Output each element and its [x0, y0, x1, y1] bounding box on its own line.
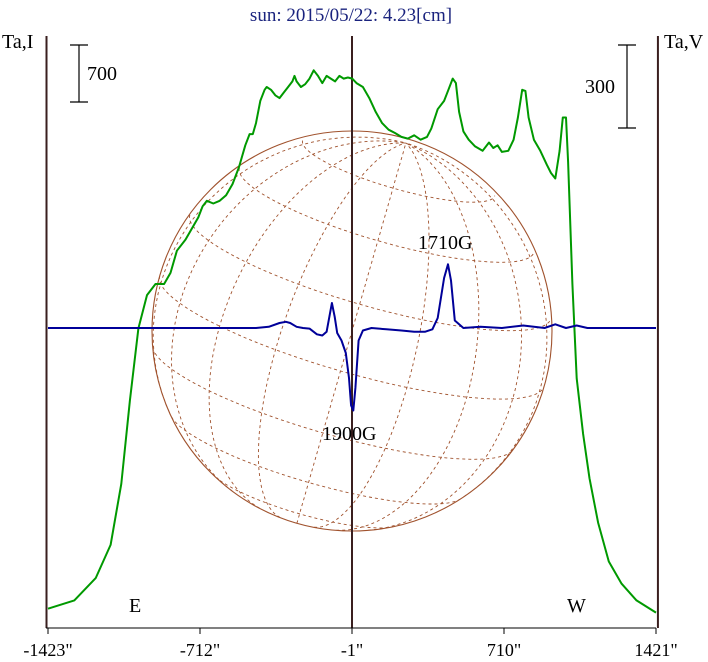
x-axis: -1423" -712" -1" 710" 1421" [23, 627, 678, 660]
x-tick-label: -1" [341, 640, 363, 660]
latitude-line [238, 167, 535, 263]
left-axis-label: Ta,I [2, 31, 33, 53]
annotation-1900g: 1900G [322, 423, 376, 445]
longitude-line [368, 142, 523, 531]
series-polarization-line [48, 263, 656, 412]
series-group [47, 69, 657, 614]
longitude-line [314, 142, 430, 528]
longitude-line [257, 142, 407, 518]
limb-and-center-lines [45, 36, 659, 628]
longitude-line [208, 142, 406, 509]
right-scale-label: 300 [585, 76, 615, 98]
latitude-line [152, 347, 513, 460]
series-intensity-line [47, 69, 657, 614]
x-tick-label: -1423" [23, 640, 72, 660]
west-limb-label: W [567, 595, 586, 617]
disk-grid-lines [152, 136, 552, 531]
left-scale-bar [70, 44, 88, 103]
annotation-1710g: 1710G [418, 232, 472, 254]
latitude-line [301, 140, 496, 203]
x-tick-label: 710" [487, 640, 521, 660]
longitude-line [336, 142, 480, 531]
east-limb-label: E [129, 595, 141, 617]
left-scale-label: 700 [87, 63, 117, 85]
scale-bars [70, 44, 636, 129]
longitude-line [152, 136, 406, 413]
chart-title: sun: 2015/05/22: 4.23[cm] [250, 5, 452, 26]
latitude-line [214, 476, 391, 529]
longitude-line [171, 140, 406, 492]
labels-group: sun: 2015/05/22: 4.23[cm] Ta,I Ta,V 700 … [2, 5, 704, 617]
x-tick-label: 1421" [634, 640, 677, 660]
right-axis-label: Ta,V [664, 31, 704, 53]
latitude-line [171, 416, 460, 505]
longitude-line [405, 142, 548, 498]
latitude-line [189, 214, 552, 332]
right-scale-bar [618, 44, 636, 129]
x-tick-label: -712" [180, 640, 220, 660]
